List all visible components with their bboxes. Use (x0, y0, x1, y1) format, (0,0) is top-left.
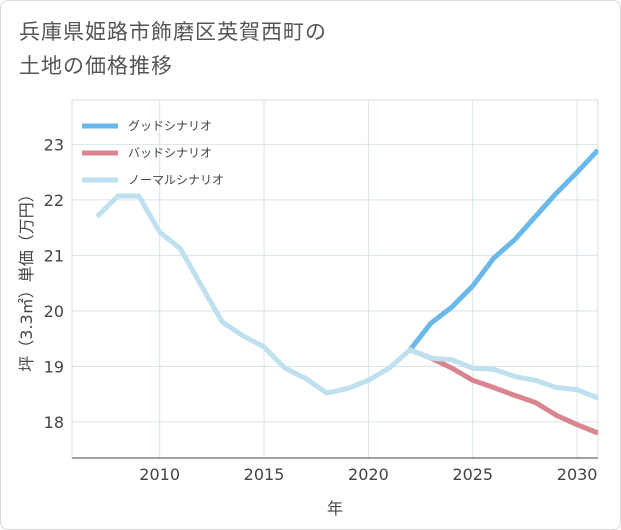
x-tick-label: 2010 (139, 465, 180, 484)
x-tick-label: 2015 (244, 465, 285, 484)
axis-ticks: 2010 2015 2020 2025 2030 18 19 20 21 22 23 (44, 135, 598, 484)
y-axis-label: 坪（3.3㎡）単価（万円） (17, 186, 36, 371)
chart-title: 兵庫県姫路市飾磨区英賀西町の 土地の価格推移 (19, 15, 327, 83)
y-tick-label: 18 (44, 413, 64, 432)
grid-lines (71, 99, 599, 459)
legend-label-2: ノーマルシナリオ (128, 173, 224, 187)
y-tick-label: 22 (44, 191, 64, 210)
series-line-0 (408, 148, 598, 352)
series-line-2 (95, 193, 598, 401)
y-tick-label: 23 (44, 135, 64, 154)
x-axis-label: 年 (327, 499, 343, 518)
chart-title-line-1: 兵庫県姫路市飾磨区英賀西町の (19, 20, 327, 44)
legend-label-1: バッドシナリオ (128, 146, 212, 160)
y-tick-label: 19 (44, 357, 64, 376)
series-line-1 (409, 347, 598, 436)
x-tick-label: 2025 (452, 465, 493, 484)
y-tick-label: 20 (44, 302, 64, 321)
x-tick-label: 2030 (557, 465, 598, 484)
chart-title-line-2: 土地の価格推移 (19, 54, 173, 78)
series-lines (95, 148, 598, 436)
legend-label-0: グッドシナリオ (128, 119, 212, 133)
y-tick-label: 21 (44, 246, 64, 265)
x-tick-label: 2020 (348, 465, 389, 484)
